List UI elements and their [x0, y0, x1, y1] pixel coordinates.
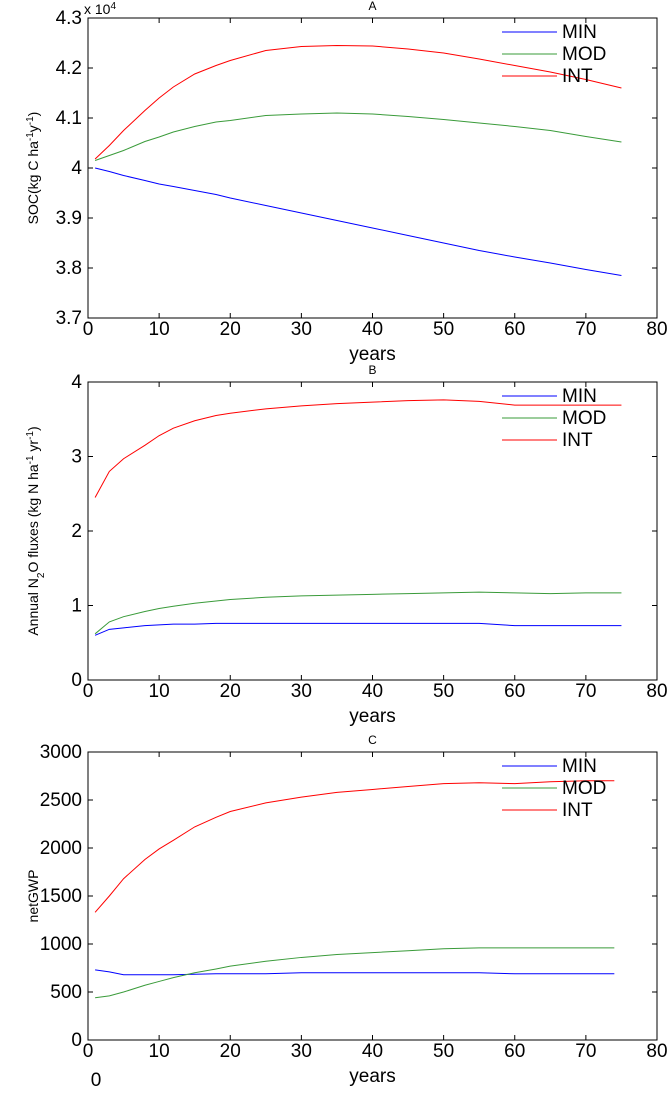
- series-line: [94, 112, 622, 161]
- y-tick-label: 0: [71, 670, 82, 691]
- y-axis-label: SOC(kg C ha-1y-1): [25, 112, 42, 225]
- x-tick-label: 80: [646, 1041, 667, 1062]
- y-tick-label: 3.8: [56, 258, 82, 279]
- y-tick-label: 1000: [40, 934, 82, 955]
- legend-label: MOD: [562, 408, 606, 429]
- x-tick-label: 70: [575, 681, 596, 702]
- footnote: 0: [91, 1070, 102, 1091]
- text-part: ): [25, 426, 41, 431]
- x-tick-label: 80: [646, 681, 667, 702]
- y-tick-label: 2000: [40, 838, 82, 859]
- y-axis-label: Annual N2O fluxes (kg N ha-1 yr-1): [25, 426, 47, 635]
- y-tick-label: 2: [71, 521, 82, 542]
- series-line: [94, 622, 622, 636]
- x-tick-label: 70: [575, 1041, 596, 1062]
- series-line: [94, 167, 622, 276]
- y-tick-label: 1500: [40, 886, 82, 907]
- series-line: [94, 780, 615, 913]
- text-part: -1: [25, 431, 36, 440]
- text-part: ): [25, 112, 41, 117]
- y-tick-label: 4.1: [56, 108, 82, 129]
- chart-title: B: [368, 363, 376, 377]
- x-tick-label: 10: [149, 681, 170, 702]
- legend-label: INT: [562, 430, 593, 451]
- x-tick-label: 50: [433, 319, 454, 340]
- x-tick-label: 60: [504, 1041, 525, 1062]
- y-tick-label: 4: [71, 158, 82, 179]
- chart-title: A: [368, 0, 376, 13]
- x-tick-label: 20: [220, 319, 241, 340]
- x-tick-label: 60: [504, 681, 525, 702]
- x-tick-label: 50: [433, 1041, 454, 1062]
- y-tick-label: 4.2: [56, 58, 82, 79]
- text-part: x 10: [84, 1, 111, 17]
- x-tick-label: 10: [149, 319, 170, 340]
- series-line: [94, 591, 622, 635]
- x-tick-label: 80: [646, 319, 667, 340]
- text-part: 4: [110, 1, 116, 12]
- text-part: O fluxes (kg N ha: [25, 464, 41, 572]
- x-axis-label: years: [349, 706, 395, 727]
- y-tick-label: 0: [71, 1030, 82, 1051]
- series-line: [94, 399, 622, 498]
- legend-label: INT: [562, 66, 593, 87]
- x-tick-label: 30: [291, 1041, 312, 1062]
- text-part: Annual N: [25, 578, 41, 636]
- text-part: y: [25, 125, 41, 132]
- x-axis-label: years: [349, 1066, 395, 1087]
- y-tick-label: 4.3: [56, 8, 82, 29]
- legend-label: MIN: [562, 22, 597, 43]
- x-tick-label: 50: [433, 681, 454, 702]
- legend-label: MOD: [562, 44, 606, 65]
- text-part: netGWP: [25, 870, 41, 923]
- y-tick-label: 3000: [40, 742, 82, 763]
- x-axis-label: years: [349, 344, 395, 365]
- plot-area: [87, 751, 658, 1041]
- legend-label: INT: [562, 800, 593, 821]
- series-line: [94, 44, 622, 160]
- axis-multiplier: x 104: [84, 1, 116, 18]
- y-tick-label: 500: [50, 982, 82, 1003]
- x-tick-label: 70: [575, 319, 596, 340]
- x-tick-label: 0: [83, 1041, 94, 1062]
- y-tick-label: 2500: [40, 790, 82, 811]
- y-tick-label: 1: [71, 596, 82, 617]
- x-tick-label: 0: [83, 681, 94, 702]
- text-part: 2: [36, 572, 47, 578]
- y-tick-label: 3: [71, 447, 82, 468]
- x-tick-label: 40: [362, 1041, 383, 1062]
- x-tick-label: 40: [362, 319, 383, 340]
- y-axis-label: netGWP: [25, 870, 41, 923]
- y-tick-label: 4: [71, 372, 82, 393]
- legend-label: MIN: [562, 756, 597, 777]
- y-tick-label: 3.9: [56, 208, 82, 229]
- text-part: -1: [25, 455, 36, 464]
- text-part: -1: [25, 116, 36, 125]
- y-tick-label: 3.7: [56, 308, 82, 329]
- text-part: SOC(kg C ha: [25, 141, 41, 224]
- text-part: yr: [25, 440, 41, 456]
- chart-title: C: [368, 733, 377, 747]
- series-line: [95, 947, 615, 999]
- x-tick-label: 40: [362, 681, 383, 702]
- x-tick-label: 0: [83, 319, 94, 340]
- text-part: -1: [25, 132, 36, 141]
- x-tick-label: 30: [291, 681, 312, 702]
- x-tick-label: 30: [291, 319, 312, 340]
- legend-label: MIN: [562, 386, 597, 407]
- legend-label: MOD: [562, 778, 606, 799]
- plot-area: [87, 17, 658, 319]
- x-tick-label: 20: [220, 681, 241, 702]
- x-tick-label: 20: [220, 1041, 241, 1062]
- x-tick-label: 60: [504, 319, 525, 340]
- x-tick-label: 10: [149, 1041, 170, 1062]
- series-line: [95, 969, 615, 976]
